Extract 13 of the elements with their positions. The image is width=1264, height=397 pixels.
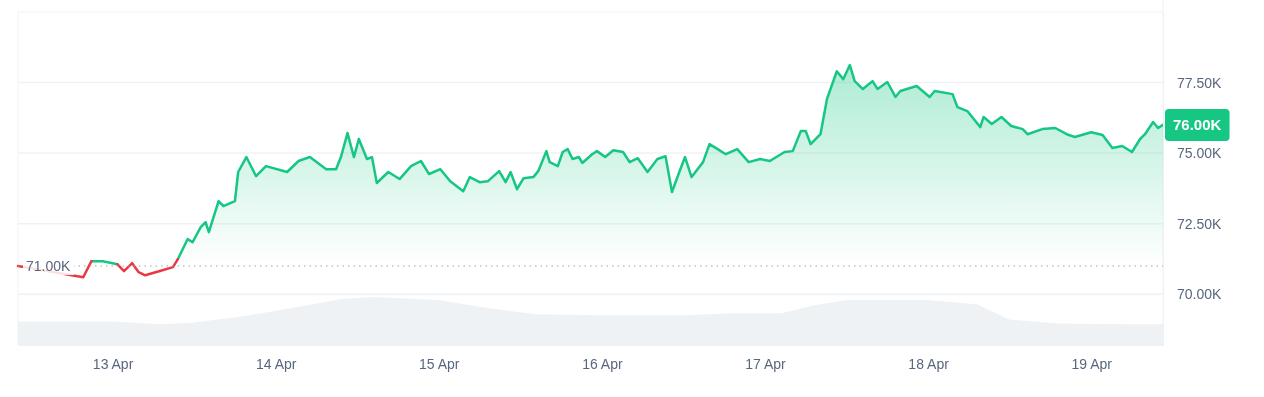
x-tick-label: 15 Apr [419,355,460,372]
y-tick-label: 72.50K [1177,215,1223,232]
x-tick-label: 14 Apr [255,355,297,372]
ref-line-label: 71.00K [26,257,72,274]
y-tick-label: 75.00K [1177,145,1223,162]
x-tick-label: 16 Apr [582,355,623,372]
x-tick-label: 17 Apr [745,355,787,372]
text: 76.00K [1173,115,1222,133]
x-tick-label: 18 Apr [908,355,950,372]
y-tick-label: 77.50K [1177,74,1223,91]
x-tick-label: 19 Apr [1071,355,1113,372]
y-tick-label: 70.00K [1177,286,1223,303]
x-tick-label: 13 Apr [92,355,134,372]
